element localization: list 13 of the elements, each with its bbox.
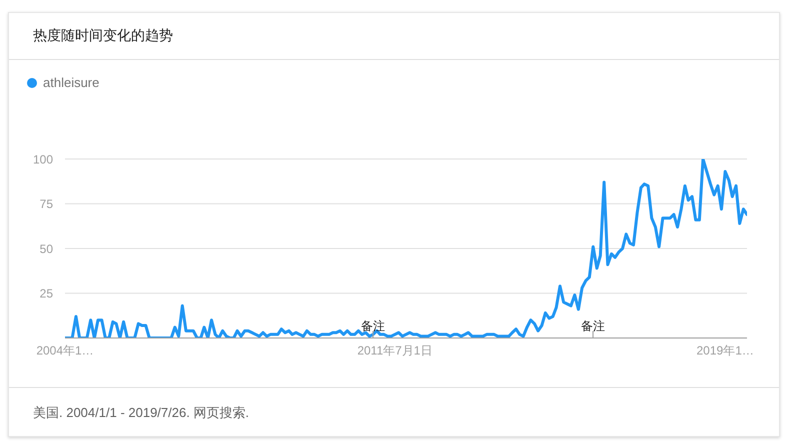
annotation: 备注 [580,319,606,333]
annotation: 备注 [360,319,386,333]
x-tick-label: 2004年1… [36,344,94,358]
y-tick-label: 50 [40,242,54,256]
x-tick-label: 2011年7月1日 [357,344,432,358]
line-series [65,159,747,338]
chart-title: 热度随时间变化的趋势 [33,26,173,44]
legend-label: athleisure [43,74,100,92]
y-tick-label: 25 [40,286,54,301]
y-tick-label: 100 [32,152,54,166]
text: 美国. 2004/1/1 - 2019/7/26. 网页搜索. [33,404,250,422]
y-tick-label: 75 [40,197,54,212]
x-tick-label: 2019年1… [696,344,754,358]
